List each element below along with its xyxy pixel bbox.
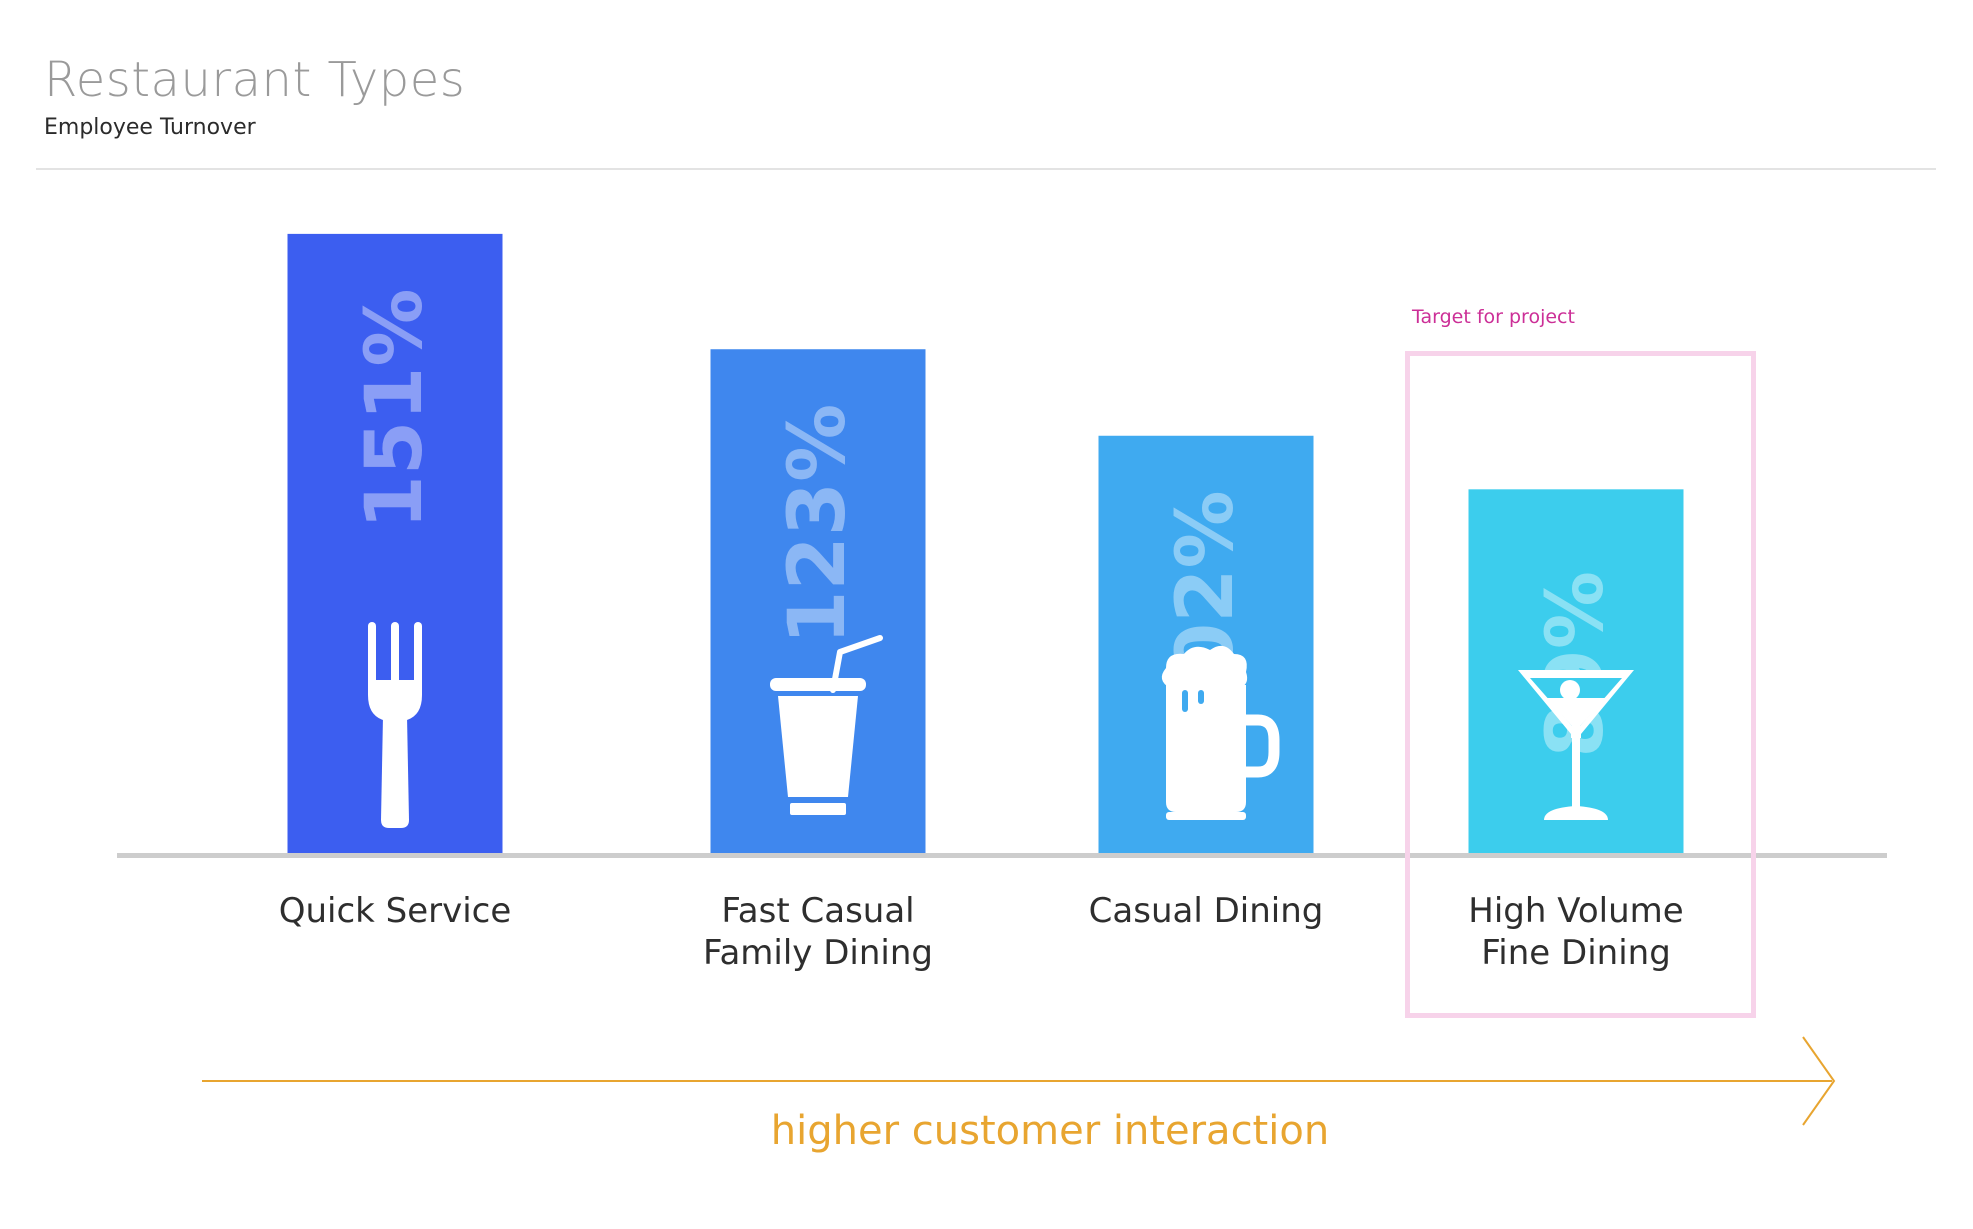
soda-cup-icon [770,635,883,815]
fork-icon [368,622,422,828]
category-label: Fast Casual Family Dining [703,891,933,973]
interaction-axis-caption: higher customer interaction [770,1108,1330,1154]
bar-value-label: 151% [350,288,440,529]
category-label: Casual Dining [1088,891,1324,931]
interaction-arrowhead [1802,1036,1836,1126]
page-title: Restaurant Types [44,52,466,108]
x-axis-baseline [117,853,1887,858]
category-label: High Volume Fine Dining [1468,891,1684,973]
header-divider [36,168,1936,170]
category-label: Quick Service [278,891,512,931]
bar-value-label: 123% [773,404,863,645]
page-subtitle: Employee Turnover [44,115,256,140]
target-highlight-box [1405,351,1756,1018]
martini-glass-icon [1518,670,1634,820]
target-label: Target for project [1412,306,1575,328]
beer-mug-icon [1161,645,1280,820]
